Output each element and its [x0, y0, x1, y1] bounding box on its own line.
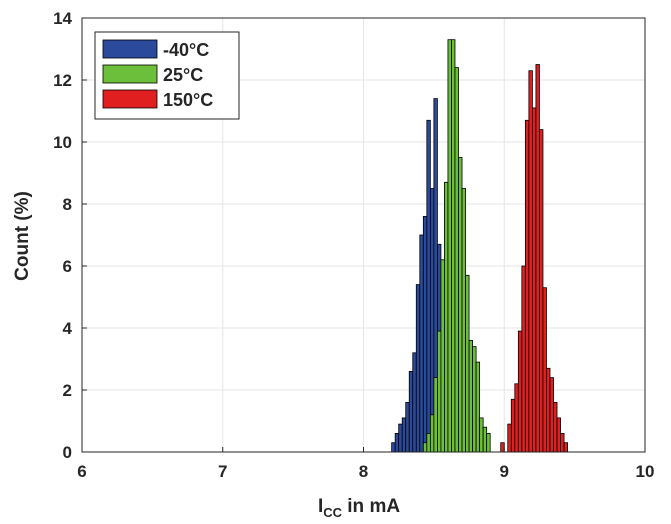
- histogram-bar: [479, 417, 484, 453]
- histogram-bar: [433, 377, 438, 453]
- series-bars: [500, 64, 568, 453]
- legend-swatch: [102, 64, 158, 84]
- series-bars: [422, 39, 491, 453]
- y-tick-label: 2: [63, 381, 72, 400]
- histogram-bar: [422, 442, 428, 453]
- y-tick-label: 0: [63, 443, 72, 462]
- histogram-bar: [436, 330, 442, 453]
- x-tick-label: 8: [359, 462, 368, 481]
- y-tick-label: 14: [53, 9, 72, 28]
- x-axis-label-sub: CC: [323, 505, 342, 520]
- y-tick-label: 10: [53, 133, 72, 152]
- histogram-bar: [440, 259, 445, 453]
- histogram-bar: [412, 352, 417, 453]
- histogram-bar: [539, 129, 544, 453]
- legend: -40°C 25°C 150°C: [94, 31, 240, 120]
- legend-swatch: [102, 39, 158, 59]
- histogram-bar: [398, 423, 403, 453]
- histogram-bar: [514, 383, 519, 453]
- histogram-bar: [510, 398, 516, 453]
- legend-label: 25°C: [163, 65, 203, 85]
- histogram-bar: [468, 339, 473, 453]
- histogram-bar: [507, 423, 512, 453]
- histogram-bar: [444, 181, 449, 453]
- x-tick-label: 10: [636, 462, 655, 481]
- y-tick-label: 6: [63, 257, 72, 276]
- histogram-bar: [563, 442, 568, 453]
- x-tick-label: 9: [500, 462, 509, 481]
- legend-label: 150°C: [163, 90, 213, 110]
- histogram-bar: [391, 442, 396, 453]
- histogram-bar: [500, 442, 505, 453]
- histogram-bar: [408, 370, 414, 453]
- histogram-bar: [461, 188, 466, 453]
- histogram-bar: [405, 401, 410, 453]
- histogram-bars: [391, 39, 568, 453]
- x-tick-label: 6: [77, 462, 86, 481]
- axis-ticks: 6 7 8 9 10 0 2 4 6 8 10 12 14: [53, 9, 654, 481]
- histogram-bar: [475, 361, 481, 453]
- y-tick-label: 12: [53, 71, 72, 90]
- histogram-bar: [426, 119, 431, 453]
- histogram-bar: [549, 377, 554, 453]
- legend-label: -40°C: [163, 40, 209, 60]
- histogram-bar: [419, 234, 424, 453]
- histogram-bar: [422, 215, 428, 453]
- histogram-bar: [447, 39, 452, 453]
- x-axis-label: ICC in mA: [318, 496, 400, 520]
- histogram-bar: [560, 432, 565, 453]
- histogram-bar: [528, 70, 533, 453]
- y-axis-label: Count (%): [12, 191, 33, 281]
- histogram-bar: [401, 417, 407, 453]
- x-axis-label-rest: in mA: [342, 496, 400, 517]
- x-axis-label-main: I: [318, 496, 323, 517]
- histogram-bar: [521, 265, 526, 453]
- histogram-bar: [546, 367, 551, 453]
- legend-swatch: [102, 89, 158, 109]
- histogram-bar: [517, 330, 523, 453]
- histogram-bar: [532, 107, 537, 453]
- histogram-bar: [429, 414, 435, 453]
- histogram-bar: [465, 274, 470, 453]
- histogram-bar: [542, 287, 547, 453]
- histogram-bar: [454, 67, 459, 453]
- y-tick-label: 8: [63, 195, 72, 214]
- histogram-bar: [553, 401, 558, 453]
- histogram-bar: [415, 284, 421, 453]
- histogram-bar: [535, 64, 540, 453]
- histogram-bar: [429, 188, 435, 453]
- histogram-bar: [426, 432, 431, 453]
- histogram-bar: [458, 157, 463, 453]
- histogram-bar: [482, 426, 488, 453]
- y-tick-label: 4: [63, 319, 73, 338]
- histogram-bar: [394, 432, 400, 453]
- histogram-bar: [451, 39, 456, 453]
- histogram-bar: [486, 432, 491, 453]
- histogram-bar: [524, 119, 530, 453]
- x-tick-label: 7: [218, 462, 227, 481]
- histogram-bar: [556, 417, 561, 453]
- histogram-bar: [472, 346, 477, 453]
